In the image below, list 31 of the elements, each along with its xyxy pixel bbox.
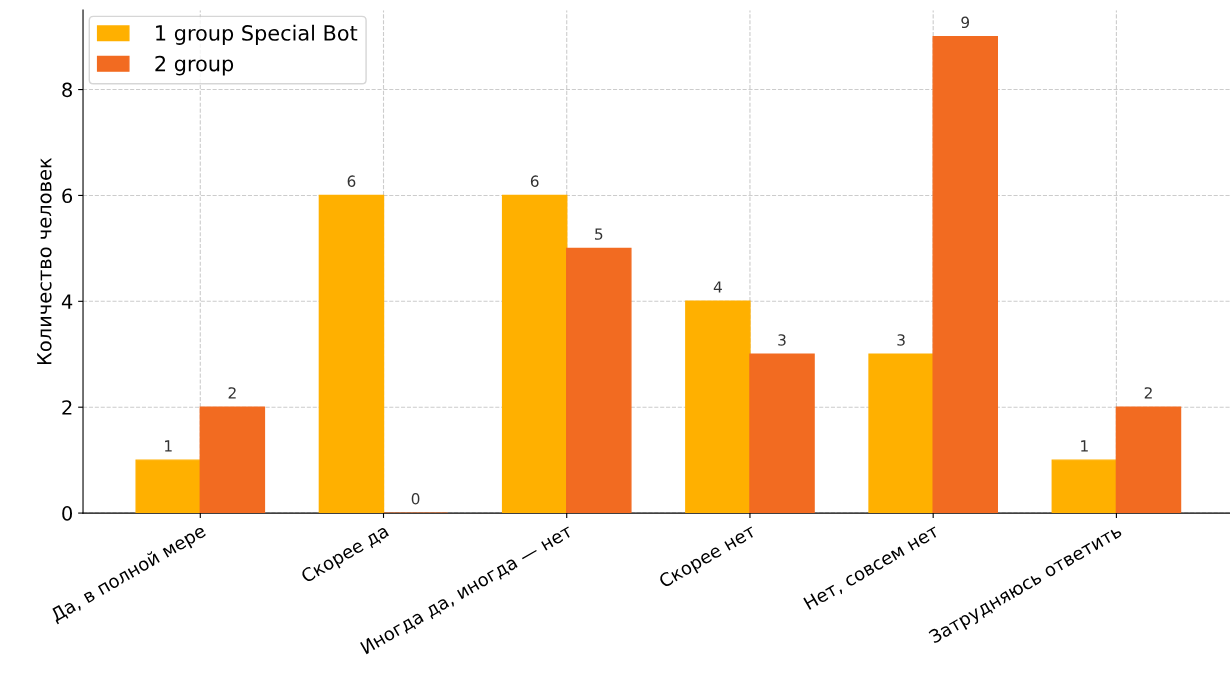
data-label: 5	[595, 228, 603, 240]
bar	[932, 35, 999, 514]
legend-label: 2 group	[155, 55, 234, 76]
data-label: 3	[897, 334, 905, 346]
y-tick-label: 8	[62, 82, 72, 98]
y-tick-label: 2	[62, 400, 72, 415]
bar	[1115, 406, 1182, 514]
bar	[566, 247, 632, 514]
bar	[685, 300, 751, 514]
legend-label: 1 group Special Bot	[156, 24, 358, 45]
y-tick-label: 4	[61, 294, 73, 309]
data-label: 9	[961, 16, 970, 29]
data-label: 1	[165, 440, 172, 452]
bar	[135, 459, 201, 514]
data-label: 1	[1081, 440, 1088, 452]
data-label: 6	[347, 175, 356, 187]
data-label: 6	[530, 175, 539, 187]
bar	[1051, 459, 1118, 514]
data-label: 3	[778, 334, 786, 346]
bar	[199, 406, 266, 514]
bar	[501, 194, 568, 514]
bar	[318, 194, 385, 514]
y-tick-label: 6	[62, 188, 73, 204]
data-label: 4	[713, 281, 722, 293]
bar	[749, 353, 815, 514]
data-label: 0	[411, 493, 420, 505]
bar	[868, 353, 934, 514]
y-axis-title: Количество человек	[37, 157, 52, 365]
data-label: 2	[228, 387, 236, 399]
y-tick-label: 0	[62, 506, 73, 521]
data-label: 2	[1144, 387, 1152, 399]
